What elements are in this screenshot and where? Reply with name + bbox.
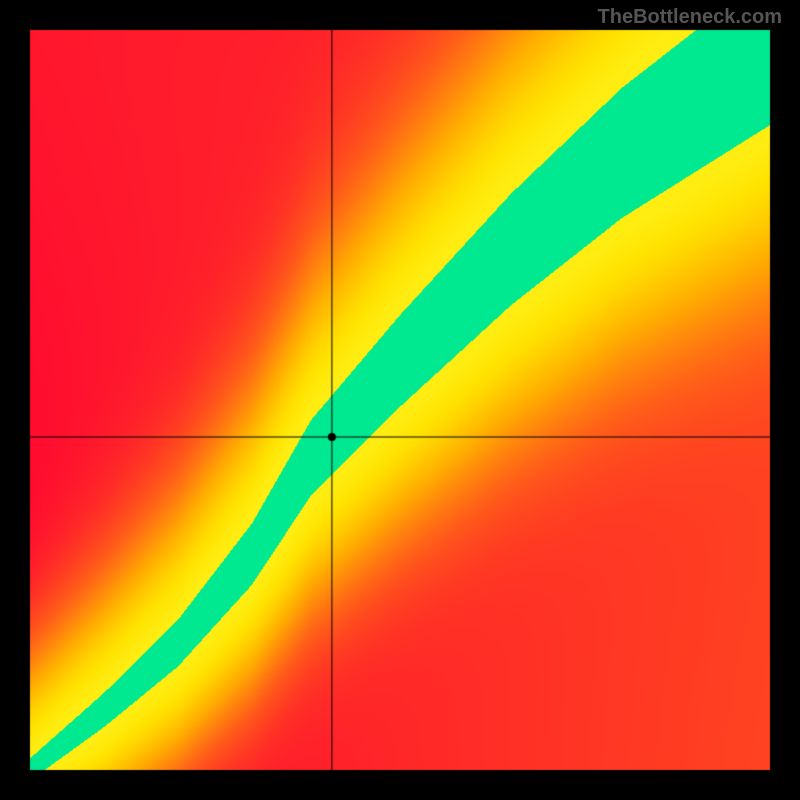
heatmap-canvas xyxy=(0,0,800,800)
watermark-text: TheBottleneck.com xyxy=(598,6,782,29)
chart-container: TheBottleneck.com xyxy=(0,0,800,800)
